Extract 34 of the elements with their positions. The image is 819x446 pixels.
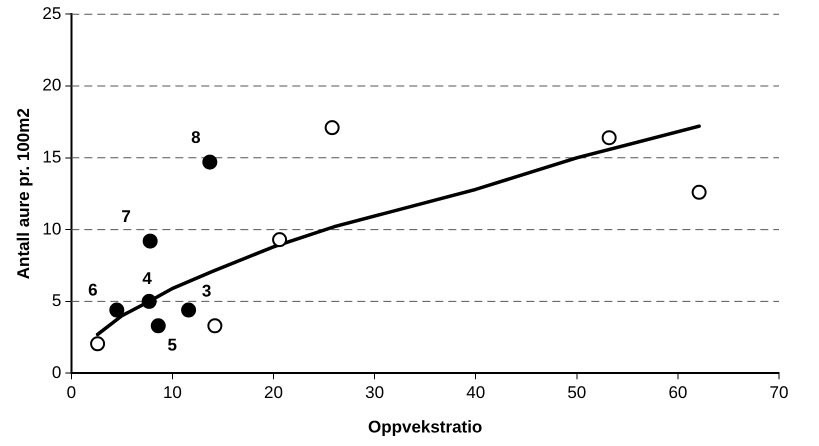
y-tick-label: 25 [42,4,62,23]
y-tick-label: 10 [42,219,62,238]
point [142,294,157,309]
x-tick-label: 10 [162,383,182,402]
annotation: 8 [191,128,201,147]
point [109,302,124,318]
x-tick-label: 30 [365,383,384,402]
annotation: 7 [121,206,131,226]
point [181,302,196,318]
y-axis-title: Antall aure pr. 100m2 [14,108,33,280]
point [207,318,222,334]
point [272,232,288,248]
x-tick-label: 70 [770,383,788,402]
point [692,184,707,200]
y-tick-label: 5 [52,291,62,310]
point [324,120,340,136]
y-tick-label: 15 [42,147,62,166]
x-tick-label: 50 [567,383,586,402]
y-tick-label: 20 [42,76,62,95]
x-axis-title: Oppvekstratio [368,417,482,436]
point [602,130,617,146]
x-tick-label: 40 [466,383,486,402]
point [150,318,166,334]
x-tick-label: 0 [66,383,76,402]
x-tick-label: 20 [264,383,283,402]
annotation: 3 [202,282,212,301]
annotation: 4 [142,269,152,288]
y-tick-label: 0 [52,362,62,382]
annotation: 5 [168,336,177,354]
point [90,336,106,352]
x-tick-label: 60 [668,383,688,402]
point [202,154,218,170]
annotation: 6 [88,280,98,300]
point [142,234,158,249]
